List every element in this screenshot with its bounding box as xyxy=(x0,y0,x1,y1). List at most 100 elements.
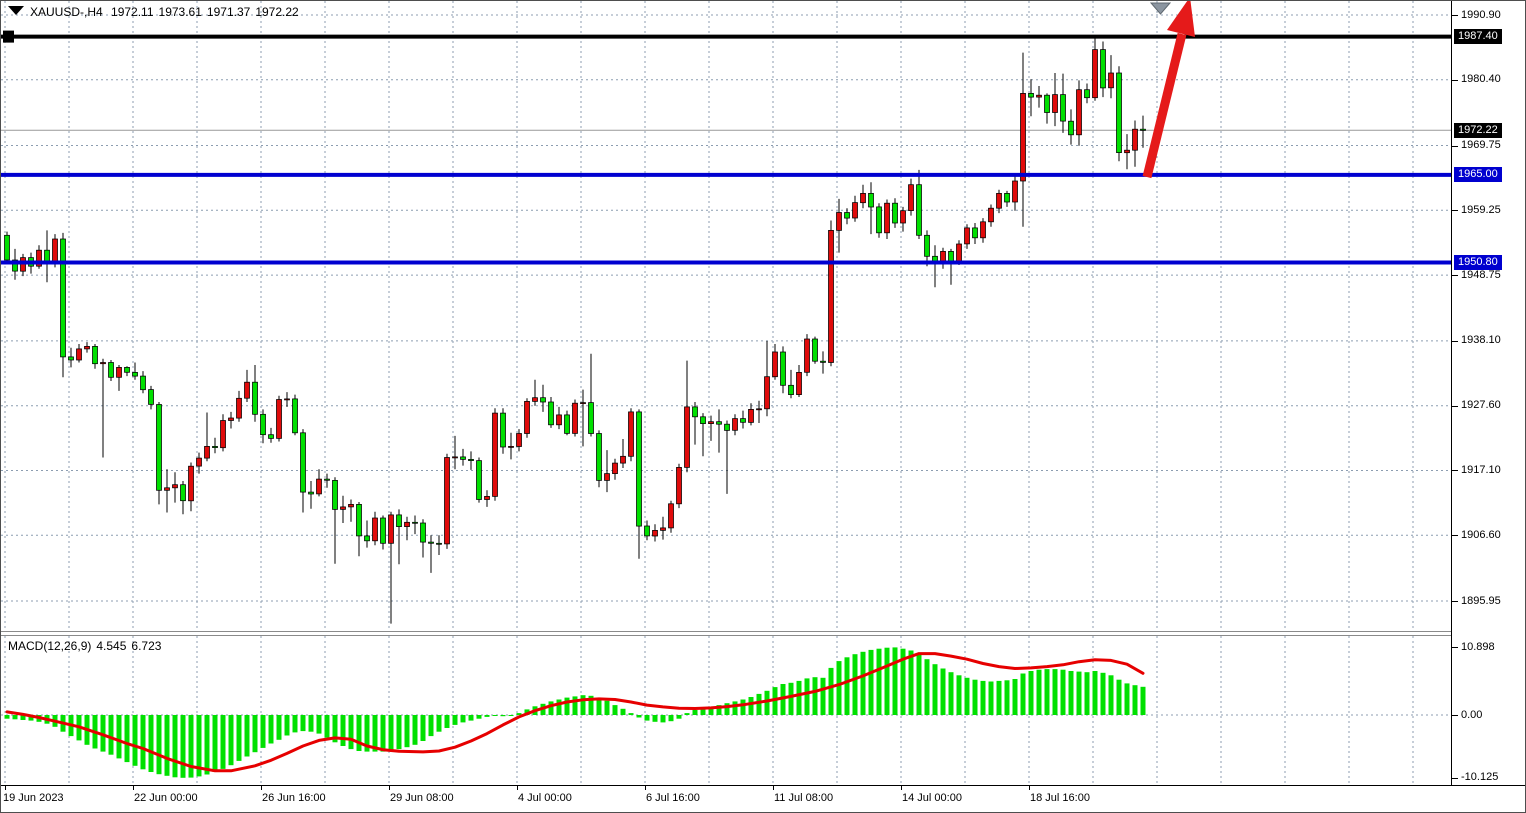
macd-histogram-bar xyxy=(692,710,698,715)
macd-histogram-bar xyxy=(500,715,506,717)
macd-histogram-bar xyxy=(1132,685,1138,715)
time-axis-label: 11 Jul 08:00 xyxy=(774,792,834,804)
macd-histogram-bar xyxy=(196,715,202,777)
price-axis-label: 1969.75 xyxy=(1461,139,1501,151)
candle-body xyxy=(756,408,762,411)
candle-body xyxy=(164,487,170,491)
price-badge-1950.80: 1950.80 xyxy=(1454,255,1502,270)
candle-body xyxy=(500,412,506,448)
main-chart-pane[interactable] xyxy=(1,1,1451,785)
macd-histogram-bar xyxy=(468,715,474,721)
macd-histogram-bar xyxy=(308,715,314,732)
macd-histogram-bar xyxy=(364,715,370,752)
candle-body xyxy=(564,414,570,434)
candle-body xyxy=(204,446,210,459)
macd-histogram-bar xyxy=(796,680,802,715)
candle-body xyxy=(764,376,770,410)
macd-histogram-bar xyxy=(740,699,746,715)
macd-histogram-bar xyxy=(836,661,842,715)
price-axis-tick xyxy=(1452,406,1458,407)
candle-body xyxy=(604,473,610,481)
candle-body xyxy=(52,238,58,265)
candle-body xyxy=(908,184,914,211)
macd-axis-label: -10.125 xyxy=(1461,771,1499,783)
candle-body xyxy=(260,413,266,436)
candle-body xyxy=(796,372,802,395)
candle-body xyxy=(668,503,674,529)
symbol-title: XAUUSD-,H4 1972.11 1973.61 1971.37 1972.22 xyxy=(8,5,304,19)
candle-body xyxy=(108,362,114,378)
macd-axis-tick xyxy=(1452,647,1458,648)
macd-histogram-bar xyxy=(132,715,138,766)
price-axis[interactable]: 1990.90 1987.40 1980.40 1972.22 1969.75 1965.… xyxy=(1451,1,1525,785)
candle-body xyxy=(852,202,858,219)
trend-arrow[interactable] xyxy=(1142,1,1195,179)
macd-histogram-bar xyxy=(1036,669,1042,715)
candle-body xyxy=(916,184,922,236)
candle-body xyxy=(876,206,882,234)
macd-histogram-bar xyxy=(444,715,450,728)
macd-histogram-bar xyxy=(828,667,834,715)
candle-body xyxy=(844,212,850,219)
candle-body xyxy=(100,362,106,365)
candle-body xyxy=(708,421,714,424)
candle-body xyxy=(244,381,250,399)
macd-histogram-bar xyxy=(460,715,466,723)
macd-histogram-bar xyxy=(908,650,914,715)
candle-body xyxy=(964,227,970,245)
price-axis-tick xyxy=(1452,341,1458,342)
macd-histogram-bar xyxy=(964,677,970,715)
macd-histogram-bar xyxy=(12,715,18,720)
candle-body xyxy=(508,446,514,448)
macd-histogram-bar xyxy=(244,715,250,757)
macd-histogram-bar xyxy=(124,715,130,763)
macd-histogram-bar xyxy=(852,654,858,715)
candle-body xyxy=(492,412,498,497)
macd-histogram-bar xyxy=(924,659,930,715)
macd-histogram-bar xyxy=(748,697,754,715)
macd-histogram-bar xyxy=(508,715,514,716)
candle-body xyxy=(684,406,690,468)
macd-histogram-bar xyxy=(148,715,154,772)
price-axis-tick xyxy=(1452,535,1458,536)
price-axis-tick xyxy=(1452,146,1458,147)
candle-body xyxy=(308,491,314,495)
macd-histogram-bar xyxy=(260,715,266,748)
macd-histogram-bar xyxy=(428,715,434,737)
candle-body xyxy=(724,423,730,431)
candle-body xyxy=(324,478,330,481)
candle-body xyxy=(628,411,634,457)
time-axis-tick xyxy=(133,786,134,790)
candle-body xyxy=(948,251,954,262)
candle-body xyxy=(1124,149,1130,154)
candle-body xyxy=(772,351,778,378)
time-axis-tick xyxy=(5,786,6,790)
pane-splitter[interactable] xyxy=(1,631,1451,636)
macd-histogram-bar xyxy=(940,668,946,715)
candle-body xyxy=(396,514,402,527)
candle-body xyxy=(804,338,810,373)
hline-handle[interactable] xyxy=(3,30,14,43)
candle-body xyxy=(172,484,178,489)
candle-body xyxy=(1132,128,1138,151)
macd-histogram-bar xyxy=(900,648,906,715)
arrow-down-marker-icon[interactable] xyxy=(1149,2,1172,15)
ohlc-high: 1973.61 xyxy=(158,5,202,19)
candle-body xyxy=(1052,94,1058,113)
candle-body xyxy=(476,460,482,500)
candle-body xyxy=(924,234,930,257)
candle-body xyxy=(660,527,666,531)
price-axis-label: 1948.75 xyxy=(1461,269,1501,281)
macd-histogram-bar xyxy=(236,715,242,761)
price-badge-1972.22: 1972.22 xyxy=(1454,123,1502,138)
candle-body xyxy=(716,421,722,425)
price-axis-tick xyxy=(1452,80,1458,81)
candle-body xyxy=(868,193,874,208)
candle-body xyxy=(1028,93,1034,98)
macd-indicator-label: MACD(12,26,9) 4.545 6.723 xyxy=(8,639,166,653)
time-axis[interactable]: 19 Jun 2023 22 Jun 00:00 26 Jun 16:00 29 Ju… xyxy=(1,785,1525,812)
candle-body xyxy=(980,221,986,239)
candle-body xyxy=(60,238,66,358)
price-axis-label: 1895.95 xyxy=(1461,595,1501,607)
macd-histogram-bar xyxy=(820,677,826,715)
